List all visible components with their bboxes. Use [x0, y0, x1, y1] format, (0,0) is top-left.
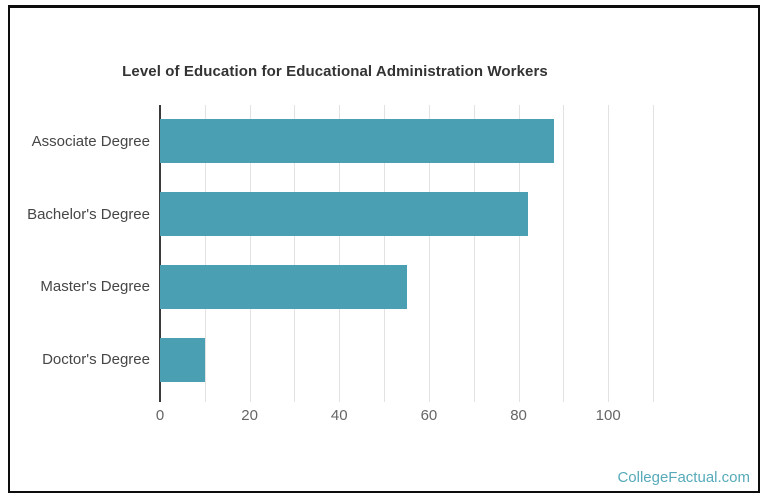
y-axis-line	[159, 105, 161, 402]
bar	[160, 337, 205, 382]
gridline	[294, 105, 296, 402]
plot-area	[159, 105, 654, 402]
gridline	[249, 105, 251, 402]
x-tick-label: 0	[155, 407, 165, 424]
x-tick-label: 40	[330, 407, 348, 424]
gridline	[473, 105, 475, 402]
gridline	[384, 105, 386, 402]
bar	[160, 119, 555, 164]
gridline	[563, 105, 565, 402]
category-label: Master's Degree	[40, 278, 150, 296]
category-label: Bachelor's Degree	[27, 205, 150, 223]
gridline	[204, 105, 206, 402]
bar	[160, 192, 528, 237]
category-label: Doctor's Degree	[42, 351, 150, 369]
chart-frame: Level of Education for Educational Admin…	[8, 5, 760, 493]
chart-title: Level of Education for Educational Admin…	[122, 63, 548, 80]
category-label: Associate Degree	[31, 132, 150, 150]
x-tick-label: 60	[420, 407, 438, 424]
gridline	[608, 105, 610, 402]
gridline	[428, 105, 430, 402]
gridline	[339, 105, 341, 402]
bar	[160, 264, 407, 309]
gridline	[518, 105, 520, 402]
watermark-link[interactable]: CollegeFactual.com	[617, 469, 750, 486]
x-tick-label: 20	[241, 407, 258, 424]
x-tick-label: 80	[510, 407, 527, 424]
x-tick-label: 100	[595, 407, 621, 424]
gridline	[653, 105, 654, 402]
